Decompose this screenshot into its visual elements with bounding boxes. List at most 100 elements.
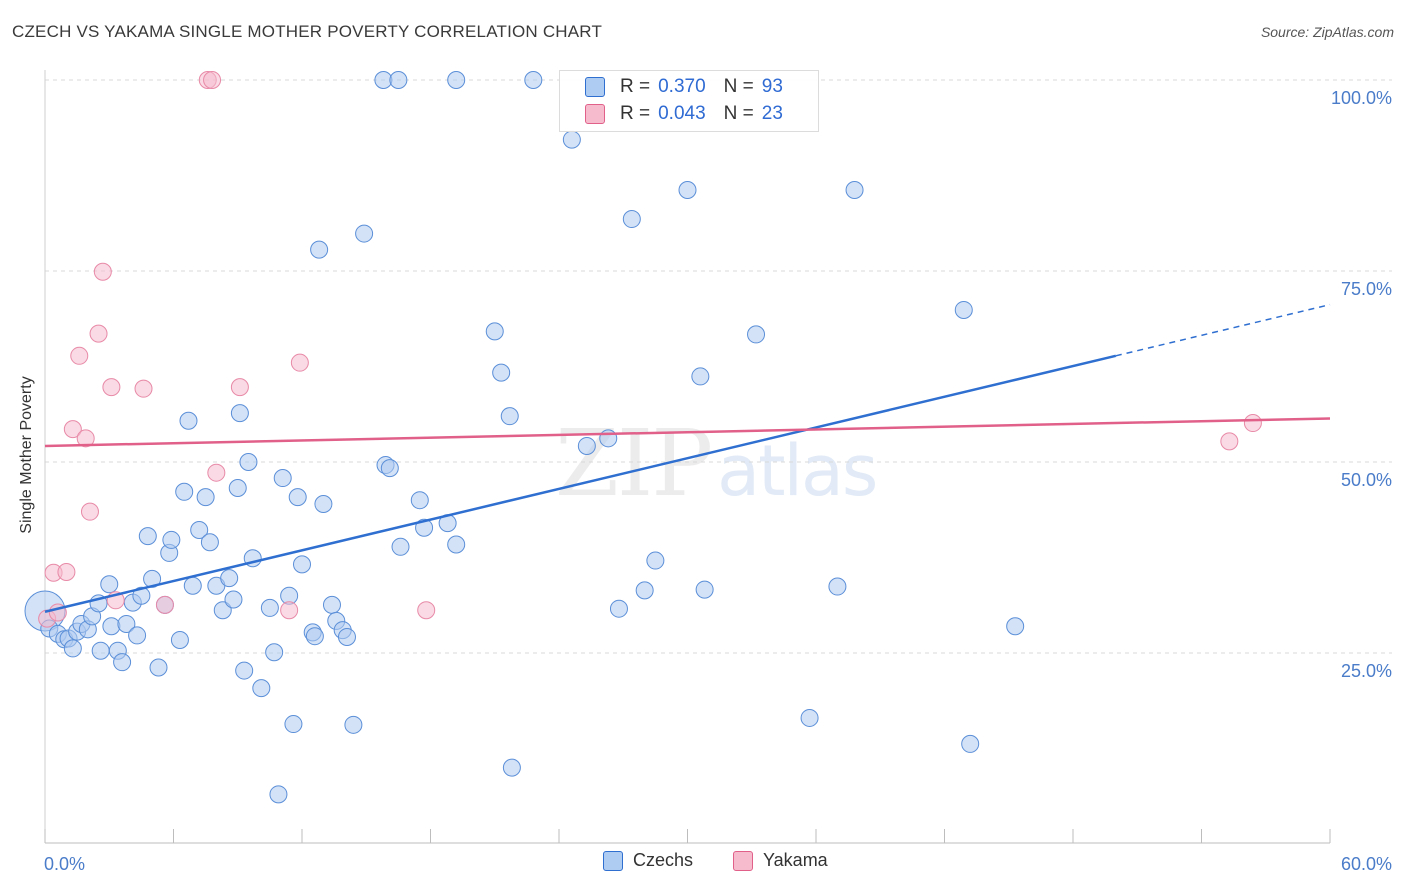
yakama-point [290,353,309,372]
czechs-point [389,71,408,89]
czechs-point [678,181,697,200]
yakama-point [280,601,299,620]
czechs-point [492,363,511,382]
czechs-point [447,535,466,554]
czechs-point [500,407,519,426]
series-legend: Czechs Yakama [0,850,1406,880]
czechs-point [410,491,429,510]
yakama-swatch [585,104,605,124]
yakama-point [80,502,99,521]
czechs-point [747,325,766,344]
legend-item-czechs[interactable]: Czechs [603,850,693,871]
czechs-point [305,627,324,646]
czechs-point [224,590,243,609]
n-value: 93 [761,76,783,97]
czechs-point [344,715,363,734]
yakama-point [102,378,121,397]
czechs-point [102,617,121,636]
yakama-point [155,595,174,614]
czechs-point [355,224,374,243]
czechs-point [175,482,194,501]
czechs-point [183,576,202,595]
czechs-swatch [603,850,623,871]
czechs-point [447,71,466,89]
czechs-point [128,626,147,645]
czechs-point [252,679,271,698]
czechs-point [1006,617,1025,636]
czechs-point [845,181,864,200]
czechs-point [170,631,189,650]
czechs-point [322,595,341,614]
yakama-point [63,420,82,439]
czechs-point [954,300,973,319]
czechs-point [117,614,136,633]
czechs-point [269,785,288,804]
czechs-point [609,599,628,618]
czechs-point [220,569,239,588]
czechs-point [162,530,181,549]
czechs-point [646,551,665,570]
n-label: N = [723,76,754,97]
czechs-point [235,661,254,680]
r-label: R = [620,76,651,97]
czechs-point [265,643,284,662]
czechs-point [695,580,714,599]
source-credit: Source: ZipAtlas.com [1260,24,1394,40]
yakama-point [57,563,76,582]
czechs-point [314,495,333,514]
czechs-point [485,322,504,341]
czechs-point [179,411,198,430]
czechs-point [380,459,399,478]
czechs-point [228,478,247,497]
czechs-point [200,533,219,552]
yakama-point [76,429,95,448]
czechs-point [800,708,819,727]
czechs-point [239,453,258,471]
yakama-point [134,379,153,398]
czechs-point [190,520,209,539]
czechs-point [196,488,215,507]
yakama-swatch [733,850,753,871]
yakama-point [417,601,436,620]
czechs-point [100,575,119,594]
czechs-point [260,598,279,617]
stat-row-yakama: R = 0.043 N = 23 [585,101,783,127]
yakama-point [93,262,112,281]
yakama-point [1243,414,1262,433]
trend-lines [44,303,1331,613]
czechs-point [828,577,847,596]
r-value: 0.370 [658,76,706,97]
czechs-swatch [585,77,605,97]
czechs-point [91,641,110,660]
czechs-trend-extension [1115,303,1331,357]
czechs-point [635,581,654,600]
legend-label-czechs: Czechs [633,850,694,870]
watermark-zip: ZIP [555,410,713,517]
czechs-point [132,586,151,605]
correlation-legend: R = 0.370 N = 93 R = 0.043 N = 23 [559,70,819,132]
yakama-point [207,463,226,482]
legend-item-yakama[interactable]: Yakama [733,850,828,871]
y-tick-label: 100.0% [1331,88,1392,108]
czechs-point [310,240,329,259]
chart-title: CZECH VS YAKAMA SINGLE MOTHER POVERTY CO… [12,22,603,41]
czechs-point [391,537,410,556]
yakama-point [230,378,249,397]
legend-label-yakama: Yakama [763,850,828,870]
czechs-point [293,555,311,574]
czechs-point [149,658,168,677]
x-tick-label: 60.0% [1341,854,1392,874]
yakama-point [203,71,222,89]
x-tick-label: 0.0% [44,854,85,874]
yakama-trend-line [44,417,1331,448]
stat-row-czechs: R = 0.370 N = 93 [585,74,783,100]
tick-labels: 25.0% 50.0% 75.0% 100.0% 0.0% 60.0% [44,88,1392,874]
y-tick-label: 50.0% [1341,470,1392,490]
czechs-point [374,71,393,89]
yakama-point [1220,432,1239,451]
yakama-point [70,346,89,365]
czechs-point [415,518,434,537]
y-tick-label: 75.0% [1341,279,1392,299]
r-value: 0.043 [658,103,706,124]
czechs-point [562,130,581,149]
